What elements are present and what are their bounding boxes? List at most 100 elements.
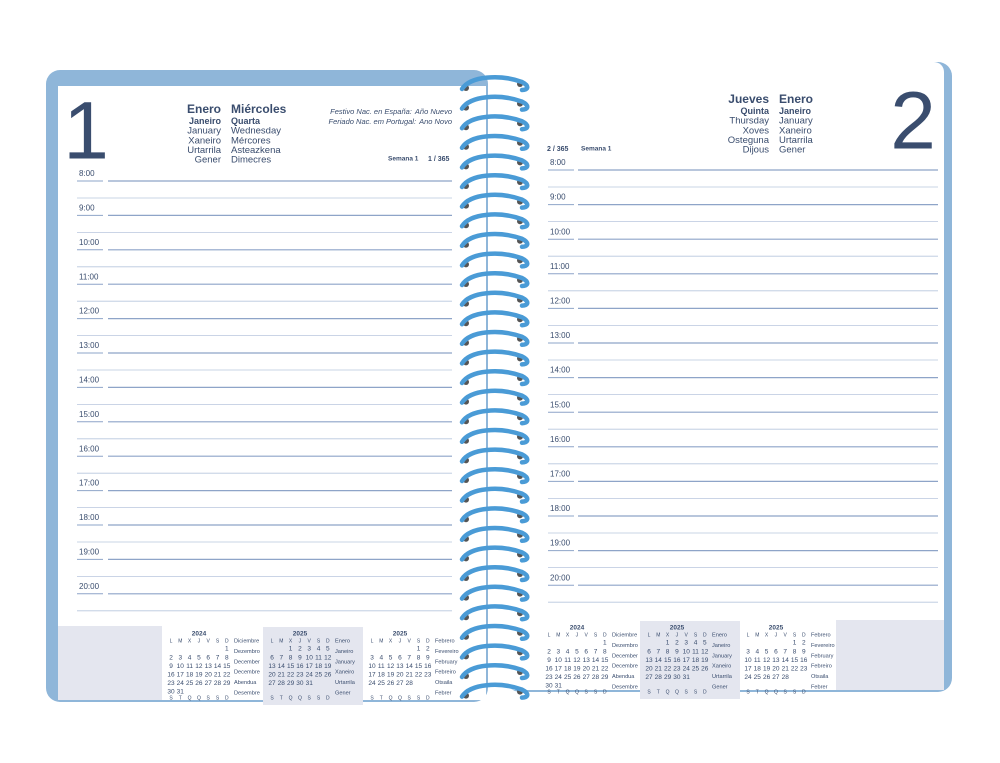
calendar-day: 16 — [424, 663, 432, 670]
calendar-day: 23 — [296, 672, 304, 679]
calendar-day: 13 — [268, 663, 276, 670]
calendar-day: 8 — [603, 648, 607, 655]
calendar-day: 6 — [270, 654, 274, 661]
calendar-day: 31 — [683, 674, 691, 681]
calendar-day: 11 — [186, 663, 193, 670]
weekday-initial: J — [198, 638, 201, 644]
calendar-day: 4 — [188, 654, 192, 661]
hour-label: 9:00 — [550, 193, 566, 202]
calendar-day: 1 — [603, 640, 607, 647]
month-name: Gener — [712, 684, 728, 690]
calendar-day: 2 — [802, 640, 806, 647]
month-name: Abendua — [612, 674, 635, 680]
hour-label: 9:00 — [79, 204, 95, 213]
weekday-initial: S — [594, 632, 598, 638]
weekday-initial: L — [271, 638, 274, 644]
weekday-initial: X — [289, 638, 293, 644]
hour-label: 17:00 — [550, 470, 571, 479]
calendar-day: 8 — [666, 648, 670, 655]
weekday-initial: D — [703, 689, 707, 695]
calendar-day: 19 — [324, 663, 332, 670]
spiral-ring — [459, 231, 530, 250]
calendar-day: 14 — [655, 657, 663, 664]
calendar-day: 3 — [746, 648, 750, 655]
weekday-initial: J — [399, 638, 402, 644]
calendar-day: 14 — [214, 663, 222, 670]
calendar-year: 2024 — [570, 625, 585, 632]
heading-text: Mércores — [231, 135, 271, 146]
day-number: 1 — [63, 86, 109, 177]
calendar-year: 2024 — [192, 631, 207, 638]
calendar-day: 27 — [268, 680, 276, 687]
month-name: Urtarrila — [335, 680, 356, 686]
calendar-day: 11 — [378, 663, 385, 670]
calendar-day: 26 — [763, 674, 771, 681]
calendar-day: 26 — [387, 680, 395, 687]
calendar-day: 24 — [683, 666, 691, 673]
calendar-day: 6 — [774, 648, 778, 655]
month-name: Xaneiro — [712, 664, 731, 670]
heading-text: Enero — [779, 92, 813, 106]
day-of-year: 1 / 365 — [428, 156, 450, 163]
spiral-ring — [459, 114, 530, 132]
calendar-day: 13 — [583, 657, 591, 664]
calendar-day: 2 — [169, 654, 173, 661]
weekday-initial: T — [557, 689, 560, 695]
calendar-day: 23 — [167, 680, 175, 687]
heading-text: Urtarrila — [779, 135, 813, 146]
weekday-initial: S — [784, 689, 788, 695]
calendar-day: 21 — [214, 672, 222, 679]
calendar-day: 21 — [655, 666, 663, 673]
month-name: Febrero — [435, 638, 455, 644]
weekday-initial: Q — [675, 689, 679, 695]
calendar-day: 10 — [744, 657, 752, 664]
weekday-initial: X — [765, 632, 769, 638]
calendar-day: 15 — [223, 663, 231, 670]
spiral-ring — [459, 506, 530, 524]
spiral-ring — [459, 192, 530, 210]
calendar-day: 18 — [315, 663, 323, 670]
calendar-day: 9 — [547, 657, 551, 664]
spiral-ring — [459, 663, 530, 681]
hour-label: 20:00 — [550, 573, 571, 582]
weekday-initial: D — [326, 638, 330, 644]
holiday-label: Feriado Nac. em Portugal: — [329, 117, 417, 126]
hour-label: 14:00 — [550, 366, 571, 375]
calendar-day: 18 — [754, 666, 762, 673]
calendar-day: 10 — [306, 654, 314, 661]
heading-text: January — [779, 116, 813, 127]
calendar-day: 25 — [754, 674, 762, 681]
heading-text: Wednesday — [231, 126, 281, 137]
calendar-day: 26 — [324, 672, 332, 679]
hour-label: 19:00 — [79, 548, 100, 557]
calendar-day: 16 — [167, 672, 175, 679]
calendar-day: 17 — [744, 666, 752, 673]
calendar-day: 11 — [564, 657, 571, 664]
calendar-day: 28 — [214, 680, 222, 687]
weekday-initial: S — [547, 689, 551, 695]
calendar-day: 9 — [675, 648, 679, 655]
spiral-ring — [459, 467, 530, 485]
calendar-day: 28 — [655, 674, 663, 681]
calendar-day: 28 — [782, 674, 790, 681]
calendar-day: 5 — [197, 654, 201, 661]
hour-label: 13:00 — [550, 331, 571, 340]
calendar-day: 21 — [278, 672, 286, 679]
calendar-day: 10 — [555, 657, 563, 664]
spiral-ring — [459, 329, 530, 348]
left-page — [58, 86, 486, 700]
spiral-ring — [459, 486, 530, 504]
weekday-initial: S — [417, 638, 421, 644]
calendar-day: 27 — [205, 680, 213, 687]
weekday-initial: S — [793, 689, 797, 695]
calendar-day: 1 — [793, 640, 797, 647]
weekday-initial: S — [216, 695, 220, 701]
calendar-day: 19 — [387, 672, 395, 679]
calendar-day: 19 — [763, 666, 771, 673]
calendar-day: 11 — [692, 648, 699, 655]
spiral-ring — [459, 75, 530, 93]
month-name: January — [712, 653, 732, 659]
month-name: Otsaila — [811, 674, 829, 680]
weekday-initial: Q — [765, 689, 769, 695]
month-name: Xaneiro — [335, 670, 354, 676]
